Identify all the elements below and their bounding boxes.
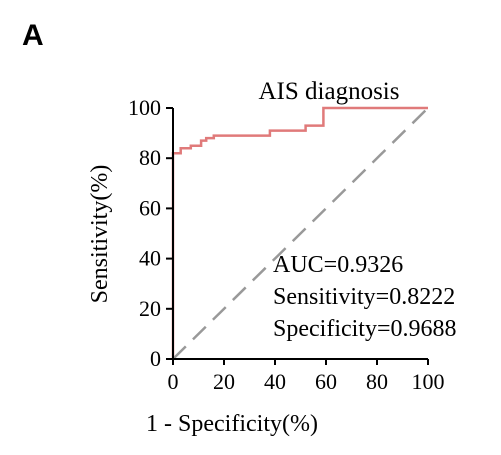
y-tick-label: 20 bbox=[139, 296, 161, 321]
specificity-annotation: Specificity=0.9688 bbox=[273, 316, 457, 342]
panel-label: A bbox=[22, 19, 44, 52]
y-tick-label: 80 bbox=[139, 145, 161, 170]
y-ticks: 0 20 40 60 80 100 bbox=[128, 95, 173, 371]
plot-area bbox=[171, 106, 429, 360]
y-tick-label: 0 bbox=[150, 346, 161, 371]
x-tick-label: 100 bbox=[412, 369, 445, 394]
chart-title: AIS diagnosis bbox=[259, 78, 400, 105]
x-axis-label: 1 - Specificity(%) bbox=[146, 411, 318, 437]
y-tick-label: 100 bbox=[128, 95, 161, 120]
y-axis-label: Sensitivity(%) bbox=[87, 165, 113, 304]
x-tick-label: 0 bbox=[168, 369, 179, 394]
x-tick-label: 80 bbox=[366, 369, 388, 394]
auc-annotation: AUC=0.9326 bbox=[273, 252, 403, 278]
x-tick-label: 20 bbox=[213, 369, 235, 394]
sensitivity-annotation: Sensitivity=0.8222 bbox=[273, 284, 455, 310]
y-tick-label: 60 bbox=[139, 195, 161, 220]
roc-curve bbox=[171, 106, 428, 359]
x-tick-label: 60 bbox=[315, 369, 337, 394]
y-tick-label: 40 bbox=[139, 246, 161, 271]
reference-line bbox=[172, 107, 429, 360]
x-ticks: 0 20 40 60 80 100 bbox=[168, 359, 445, 394]
x-tick-label: 40 bbox=[264, 369, 286, 394]
